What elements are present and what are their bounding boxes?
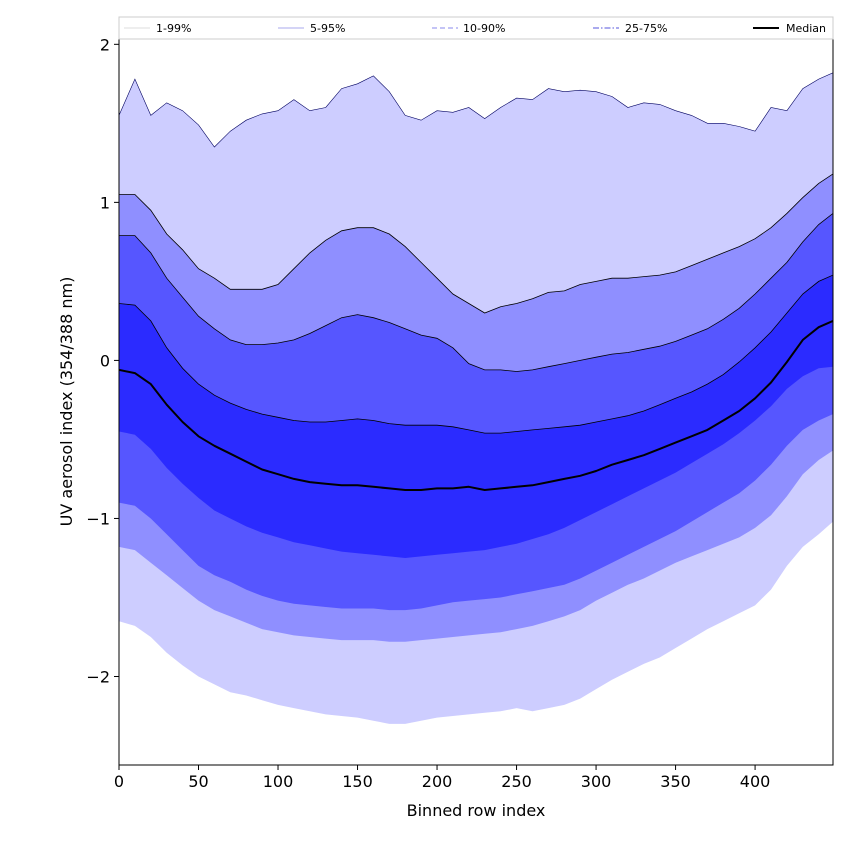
- legend-label: 25-75%: [625, 22, 667, 35]
- y-tick-label: 0: [100, 351, 110, 370]
- x-axis: 0 50 100 150 200 250 300 350 400: [114, 765, 770, 791]
- plot-area: [119, 72, 833, 724]
- legend-item-1-99pct: 1-99%: [124, 22, 191, 35]
- y-axis-label: UV aerosol index (354/388 nm): [57, 277, 76, 527]
- legend-item-10-90pct: 10-90%: [432, 22, 505, 35]
- legend-item-25-75pct: 25-75%: [593, 22, 667, 35]
- band-upper-edge-1-99pct: [119, 72, 833, 148]
- y-tick-label: 1: [100, 193, 110, 212]
- legend-box: [118, 16, 834, 40]
- y-tick-label: −2: [86, 667, 110, 686]
- x-tick-label: 250: [501, 772, 532, 791]
- legend-item-Median: Median: [753, 22, 826, 35]
- band-upper-edge-5-95pct: [119, 173, 833, 314]
- x-tick-label: 400: [740, 772, 771, 791]
- x-tick-label: 350: [660, 772, 691, 791]
- legend-label: 10-90%: [463, 22, 505, 35]
- legend-item-5-95pct: 5-95%: [278, 22, 345, 35]
- legend: 1-99% 5-95% 10-90% 25-75% Median: [118, 16, 834, 40]
- x-axis-label: Binned row index: [407, 801, 546, 820]
- legend-label: Median: [786, 22, 826, 35]
- legend-label: 5-95%: [310, 22, 345, 35]
- x-tick-label: 300: [581, 772, 612, 791]
- x-tick-label: 0: [114, 772, 124, 791]
- band-upper-edge-10-90pct: [119, 213, 833, 372]
- x-tick-label: 50: [188, 772, 208, 791]
- median-line: [119, 319, 833, 491]
- y-axis: −2 −1 0 1 2: [86, 35, 119, 686]
- y-tick-label: 2: [100, 35, 110, 54]
- band-25-75pct: [119, 275, 833, 558]
- x-tick-label: 150: [342, 772, 373, 791]
- legend-label: 1-99%: [156, 22, 191, 35]
- band-upper-edge-25-75pct: [119, 274, 833, 434]
- x-tick-label: 100: [263, 772, 294, 791]
- y-tick-label: −1: [86, 509, 110, 528]
- x-tick-label: 200: [422, 772, 453, 791]
